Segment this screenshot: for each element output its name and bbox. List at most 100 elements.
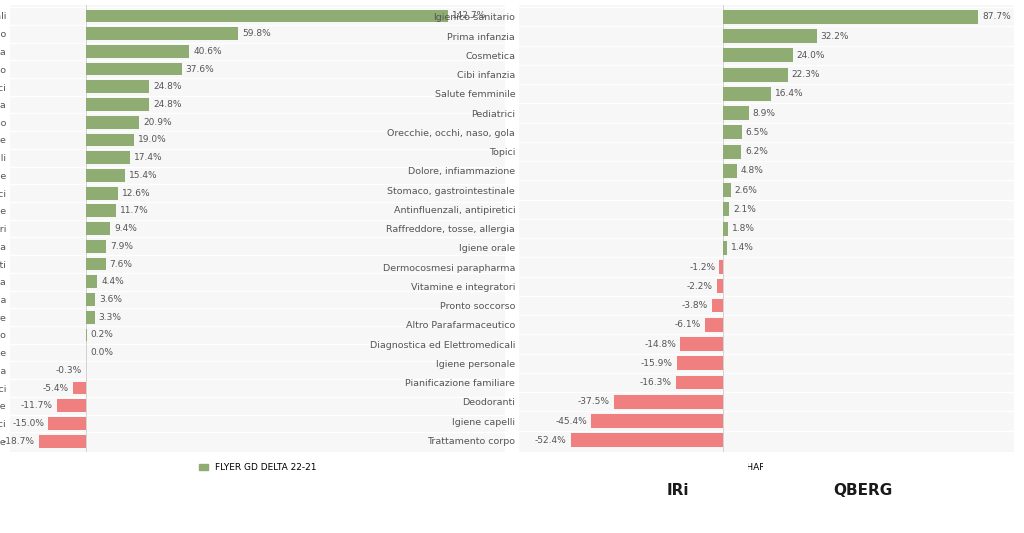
Text: 17.4%: 17.4% (134, 153, 163, 162)
Text: -18.7%: -18.7% (3, 437, 35, 446)
Text: 87.7%: 87.7% (982, 12, 1011, 21)
Bar (723, 49, 793, 62)
Bar (86, 27, 238, 40)
Bar (614, 395, 723, 409)
Text: -5.4%: -5.4% (43, 384, 69, 392)
Text: 24.0%: 24.0% (797, 51, 825, 60)
Bar (723, 125, 741, 139)
Bar (720, 260, 723, 274)
Text: 19.0%: 19.0% (138, 135, 167, 144)
Text: -16.3%: -16.3% (640, 378, 672, 387)
Bar (712, 298, 723, 312)
Bar (717, 279, 723, 293)
Bar (86, 116, 139, 128)
Text: 0.0%: 0.0% (90, 348, 114, 357)
Bar (86, 187, 118, 199)
Text: 24.8%: 24.8% (154, 100, 181, 109)
Text: 2.6%: 2.6% (734, 185, 758, 195)
Text: -14.8%: -14.8% (644, 340, 676, 349)
Text: -1.2%: -1.2% (689, 263, 716, 272)
Bar (86, 151, 130, 164)
Bar (591, 414, 723, 428)
Text: -15.0%: -15.0% (12, 419, 44, 428)
Text: 4.8%: 4.8% (741, 166, 764, 175)
Bar (723, 241, 727, 255)
Text: 1.8%: 1.8% (732, 224, 755, 233)
Legend: FLYER GD DELTA 22-21: FLYER GD DELTA 22-21 (199, 463, 316, 472)
Text: -52.4%: -52.4% (535, 436, 566, 445)
Text: 15.4%: 15.4% (129, 171, 158, 180)
Text: 7.6%: 7.6% (110, 260, 132, 269)
Bar (723, 29, 816, 43)
Text: 20.9%: 20.9% (143, 118, 172, 127)
Bar (723, 87, 771, 101)
Bar (723, 203, 729, 216)
Text: 142.7%: 142.7% (452, 12, 486, 20)
Bar (86, 257, 105, 270)
Text: -3.8%: -3.8% (682, 301, 708, 310)
Text: 6.5%: 6.5% (745, 128, 769, 137)
Text: 4.4%: 4.4% (101, 277, 124, 286)
Bar (86, 98, 150, 111)
Text: 40.6%: 40.6% (194, 47, 222, 56)
Bar (86, 63, 181, 76)
Text: 22.3%: 22.3% (792, 70, 820, 79)
Bar (723, 183, 730, 197)
Bar (723, 164, 737, 178)
Bar (86, 293, 95, 306)
Bar (56, 399, 86, 412)
Text: 8.9%: 8.9% (753, 109, 776, 118)
Bar (86, 45, 189, 58)
Legend: FLYER PHARMA DELTA 22-21: FLYER PHARMA DELTA 22-21 (695, 463, 838, 472)
Text: -11.7%: -11.7% (20, 401, 52, 410)
Text: 1.4%: 1.4% (731, 244, 754, 252)
Bar (723, 106, 749, 120)
Bar (763, 458, 964, 527)
Bar (86, 240, 106, 253)
Bar (73, 382, 86, 394)
Text: -15.9%: -15.9% (641, 359, 673, 368)
Bar (607, 458, 748, 527)
Bar (706, 318, 723, 332)
Text: -0.3%: -0.3% (55, 366, 82, 375)
Bar (86, 80, 150, 93)
Text: 16.4%: 16.4% (774, 90, 803, 99)
Text: 24.8%: 24.8% (154, 82, 181, 91)
Bar (86, 169, 125, 182)
Text: -6.1%: -6.1% (675, 320, 701, 329)
Text: IRi: IRi (667, 483, 689, 498)
Text: 2.1%: 2.1% (733, 205, 756, 214)
Bar (39, 435, 86, 448)
Text: -2.2%: -2.2% (687, 282, 713, 291)
Text: 7.9%: 7.9% (111, 242, 133, 251)
Text: 3.6%: 3.6% (99, 295, 123, 304)
Bar (723, 222, 728, 236)
Bar (86, 276, 97, 288)
Bar (676, 376, 723, 390)
Text: 3.3%: 3.3% (98, 313, 122, 321)
Bar (86, 311, 94, 324)
Text: 59.8%: 59.8% (242, 29, 270, 38)
Bar (723, 68, 787, 82)
Text: 11.7%: 11.7% (120, 206, 148, 215)
Text: -37.5%: -37.5% (578, 397, 610, 406)
Text: 9.4%: 9.4% (114, 224, 137, 233)
Bar (680, 337, 723, 351)
Text: 32.2%: 32.2% (820, 31, 849, 41)
Text: QBERG: QBERG (834, 483, 893, 498)
Text: 12.6%: 12.6% (122, 189, 151, 198)
Bar (570, 433, 723, 447)
Text: 0.2%: 0.2% (91, 330, 114, 340)
Bar (86, 134, 134, 147)
Bar (677, 357, 723, 370)
Bar (723, 10, 978, 24)
Bar (86, 205, 116, 217)
Bar (86, 10, 449, 22)
Bar (48, 417, 86, 430)
Bar (723, 144, 741, 158)
Bar (86, 222, 111, 235)
Text: -45.4%: -45.4% (555, 416, 587, 425)
Text: 37.6%: 37.6% (185, 64, 214, 74)
Text: 6.2%: 6.2% (744, 147, 768, 156)
Text: Fonte: In-Store POINT 2022: Fonte: In-Store POINT 2022 (26, 482, 308, 503)
